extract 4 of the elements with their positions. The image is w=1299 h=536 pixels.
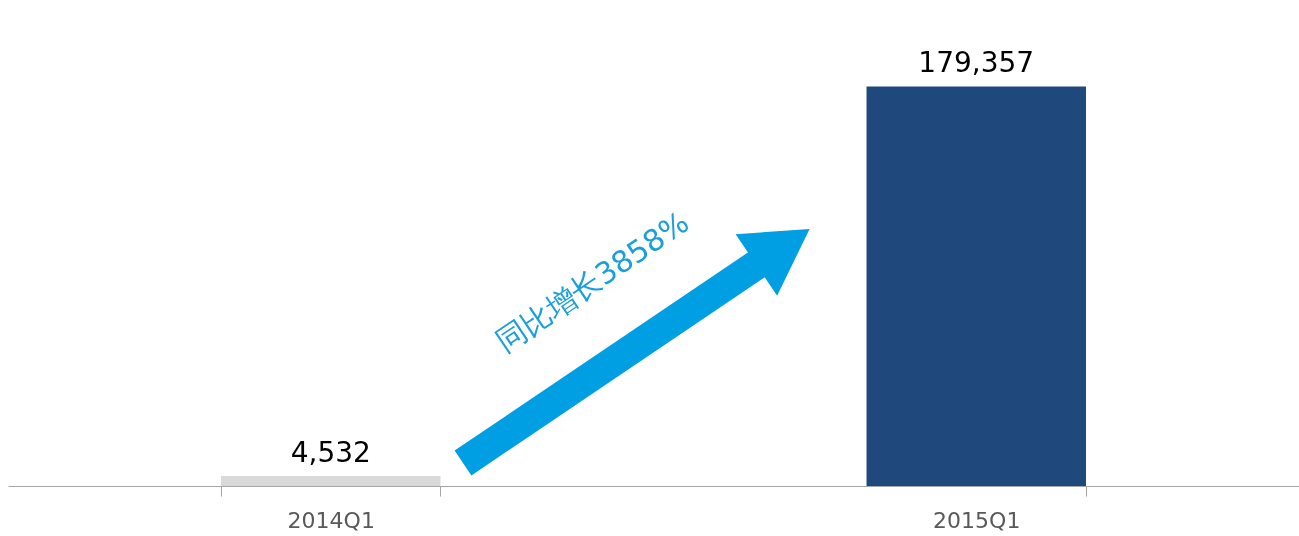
x-tick-label: 2015Q1 [933,507,1021,533]
data-label: 179,357 [918,46,1035,80]
x-tick-label: 2014Q1 [287,507,375,533]
data-label: 4,532 [290,435,371,469]
